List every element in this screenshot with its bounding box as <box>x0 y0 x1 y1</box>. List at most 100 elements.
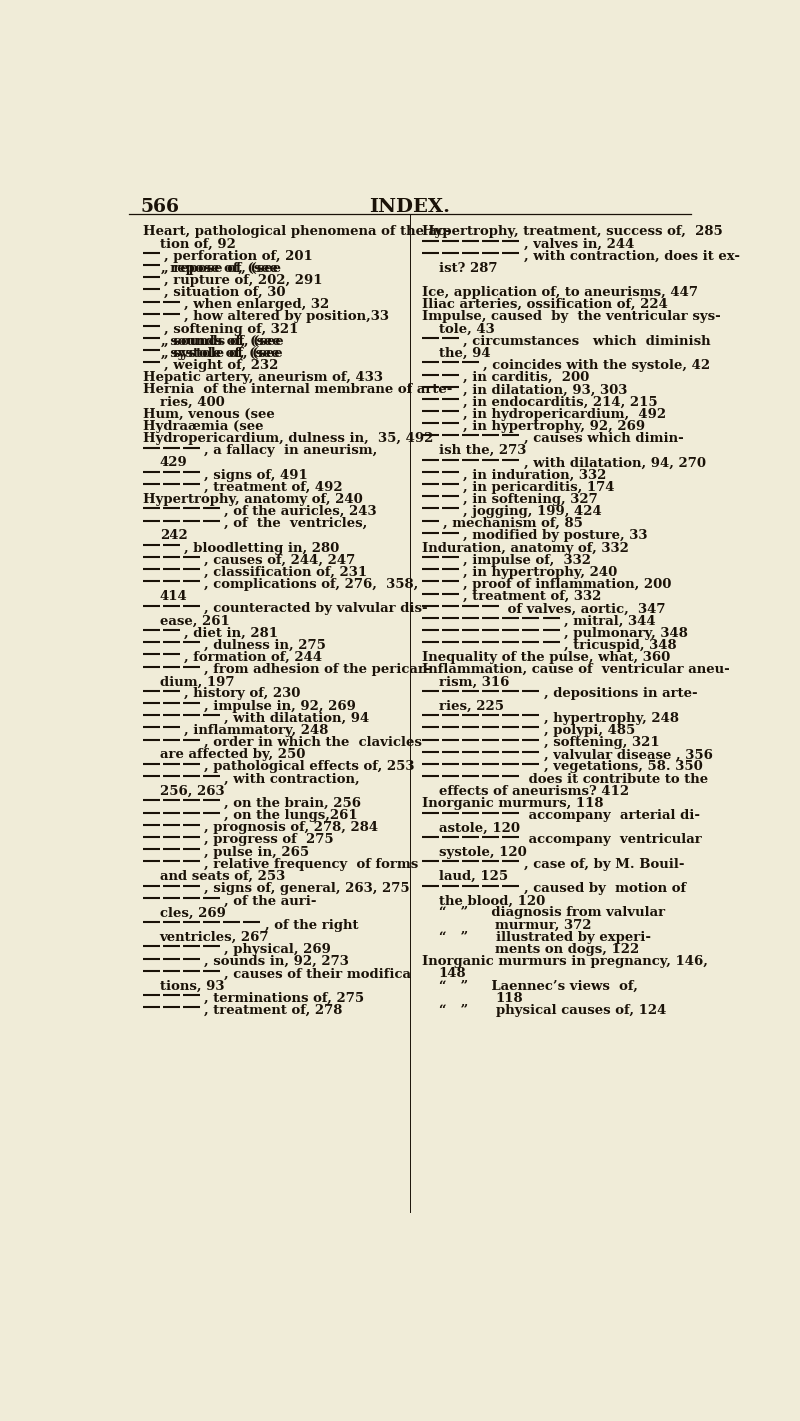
Text: Hepatic artery, aneurism of, 433: Hepatic artery, aneurism of, 433 <box>142 371 382 384</box>
Text: , formation of, 244: , formation of, 244 <box>184 651 322 664</box>
Text: , sounds in, 92, 273: , sounds in, 92, 273 <box>204 955 349 968</box>
Text: , caused by  motion of: , caused by motion of <box>523 882 686 895</box>
Text: , in hypertrophy, 240: , in hypertrophy, 240 <box>463 566 618 578</box>
Text: , how altered by position,33: , how altered by position,33 <box>184 310 389 324</box>
Text: ments on dogs, 122: ments on dogs, 122 <box>495 944 639 956</box>
Text: , complications of, 276,  358,: , complications of, 276, 358, <box>204 578 418 591</box>
Text: Inorganic murmurs, 118: Inorganic murmurs, 118 <box>422 797 603 810</box>
Text: “   ”     Laennec’s views  of,: “ ” Laennec’s views of, <box>438 979 638 992</box>
Text: Ice, application of, to aneurisms, 447: Ice, application of, to aneurisms, 447 <box>422 286 698 298</box>
Text: , repose of, (see: , repose of, (see <box>164 261 286 274</box>
Text: , order in which the  clavicles: , order in which the clavicles <box>204 736 422 749</box>
Text: tion of, 92: tion of, 92 <box>160 237 235 250</box>
Text: , systole of, (see: , systole of, (see <box>164 347 287 360</box>
Text: Hernia  of the internal membrane of arte-: Hernia of the internal membrane of arte- <box>142 384 452 396</box>
Text: , with dilatation, 94: , with dilatation, 94 <box>224 712 370 725</box>
Text: , in carditis,  200: , in carditis, 200 <box>463 371 590 384</box>
Text: 414: 414 <box>160 590 187 603</box>
Text: , of the right: , of the right <box>265 918 358 932</box>
Text: Inflammation, cause of  ventricular aneu-: Inflammation, cause of ventricular aneu- <box>422 664 730 676</box>
Text: the blood, 120: the blood, 120 <box>438 894 545 908</box>
Text: , systole of, (see: , systole of, (see <box>161 347 284 360</box>
Text: , dulness in, 275: , dulness in, 275 <box>204 639 326 652</box>
Text: 242: 242 <box>160 530 187 543</box>
Text: , tricuspid, 348: , tricuspid, 348 <box>564 639 677 652</box>
Text: Impulse, caused  by  the ventricular sys-: Impulse, caused by the ventricular sys- <box>422 310 720 324</box>
Text: , case of, by M. Bouil-: , case of, by M. Bouil- <box>523 858 684 871</box>
Text: , counteracted by valvular dis-: , counteracted by valvular dis- <box>204 603 428 615</box>
Text: Hum, venous (see: Hum, venous (see <box>142 408 279 421</box>
Text: , in hypertrophy, 92, 269: , in hypertrophy, 92, 269 <box>463 419 646 433</box>
Text: , signs of, general, 263, 275: , signs of, general, 263, 275 <box>204 882 410 895</box>
Text: Hypertrophy, anatomy of, 240: Hypertrophy, anatomy of, 240 <box>142 493 362 506</box>
Text: , depositions in arte-: , depositions in arte- <box>544 688 698 701</box>
Text: , treatment of, 492: , treatment of, 492 <box>204 480 343 493</box>
Text: , sounds of, (see: , sounds of, (see <box>164 335 288 348</box>
Text: , prognosis of, 278, 284: , prognosis of, 278, 284 <box>204 821 378 834</box>
Text: , in endocarditis, 214, 215: , in endocarditis, 214, 215 <box>463 395 658 408</box>
Text: , valves in, 244: , valves in, 244 <box>523 237 634 250</box>
Text: , mechanism of, 85: , mechanism of, 85 <box>443 517 583 530</box>
Text: , of the auricles, 243: , of the auricles, 243 <box>224 504 377 519</box>
Text: systole, 120: systole, 120 <box>438 845 526 858</box>
Text: , rupture of, 202, 291: , rupture of, 202, 291 <box>164 274 322 287</box>
Text: , in dilatation, 93, 303: , in dilatation, 93, 303 <box>463 384 627 396</box>
Text: accompany  ventricular: accompany ventricular <box>523 834 702 847</box>
Text: , bloodletting in, 280: , bloodletting in, 280 <box>184 541 339 554</box>
Text: , impulse of,  332: , impulse of, 332 <box>463 554 591 567</box>
Text: Inorganic murmurs in pregnancy, 146,: Inorganic murmurs in pregnancy, 146, <box>422 955 707 968</box>
Text: and seats of, 253: and seats of, 253 <box>160 870 285 882</box>
Text: “   ”      illustrated by experi-: “ ” illustrated by experi- <box>438 931 650 944</box>
Text: , hypertrophy, 248: , hypertrophy, 248 <box>544 712 678 725</box>
Text: , vegetations, 58. 350: , vegetations, 58. 350 <box>544 760 702 773</box>
Text: Iliac arteries, ossification of, 224: Iliac arteries, ossification of, 224 <box>422 298 667 311</box>
Text: , pulmonary, 348: , pulmonary, 348 <box>564 627 688 639</box>
Text: 256, 263: 256, 263 <box>160 784 224 797</box>
Text: , pulse in, 265: , pulse in, 265 <box>204 845 310 858</box>
Text: “   ”      physical causes of, 124: “ ” physical causes of, 124 <box>438 1003 666 1017</box>
Text: , of the auri-: , of the auri- <box>224 894 317 908</box>
Text: , in pericarditis, 174: , in pericarditis, 174 <box>463 480 614 493</box>
Text: effects of aneurisms? 412: effects of aneurisms? 412 <box>438 784 629 797</box>
Text: , in softening, 327: , in softening, 327 <box>463 493 598 506</box>
Text: Induration, anatomy of, 332: Induration, anatomy of, 332 <box>422 541 629 554</box>
Text: , valvular disease , 356: , valvular disease , 356 <box>544 749 713 762</box>
Text: Inequality of the pulse, what, 360: Inequality of the pulse, what, 360 <box>422 651 670 664</box>
Text: of valves, aortic,  347: of valves, aortic, 347 <box>503 603 666 615</box>
Text: dium, 197: dium, 197 <box>160 675 234 688</box>
Text: 429: 429 <box>160 456 187 469</box>
Text: murmur, 372: murmur, 372 <box>495 918 592 932</box>
Text: does it contribute to the: does it contribute to the <box>523 773 708 786</box>
Text: , causes of, 244, 247: , causes of, 244, 247 <box>204 554 355 567</box>
Text: rism, 316: rism, 316 <box>438 675 509 688</box>
Text: , causes of their modifica: , causes of their modifica <box>224 968 411 980</box>
Text: cles, 269: cles, 269 <box>160 907 226 919</box>
Text: , perforation of, 201: , perforation of, 201 <box>164 250 313 263</box>
Text: , treatment of, 278: , treatment of, 278 <box>204 1003 342 1017</box>
Text: , pathological effects of, 253: , pathological effects of, 253 <box>204 760 414 773</box>
Text: , diet in, 281: , diet in, 281 <box>184 627 278 639</box>
Text: , physical, 269: , physical, 269 <box>224 944 331 956</box>
Text: ist? 287: ist? 287 <box>438 261 497 274</box>
Text: , classification of, 231: , classification of, 231 <box>204 566 367 578</box>
Text: , in induration, 332: , in induration, 332 <box>463 469 606 482</box>
Text: , situation of, 30: , situation of, 30 <box>164 286 286 298</box>
Text: the, 94: the, 94 <box>438 347 490 360</box>
Text: , polypi, 485: , polypi, 485 <box>544 723 635 737</box>
Text: 566: 566 <box>140 199 179 216</box>
Text: , progress of  275: , progress of 275 <box>204 834 334 847</box>
Text: , a fallacy  in aneurism,: , a fallacy in aneurism, <box>204 445 378 458</box>
Text: , weight of, 232: , weight of, 232 <box>164 360 278 372</box>
Text: astole, 120: astole, 120 <box>438 821 520 834</box>
Text: INDEX.: INDEX. <box>370 199 450 216</box>
Text: , from adhesion of the pericar-: , from adhesion of the pericar- <box>204 664 430 676</box>
Text: , softening, 321: , softening, 321 <box>544 736 659 749</box>
Text: , with contraction, does it ex-: , with contraction, does it ex- <box>523 250 739 263</box>
Text: , softening of, 321: , softening of, 321 <box>164 323 298 335</box>
Text: , with contraction,: , with contraction, <box>224 773 360 786</box>
Text: Hydropericardium, dulness in,  35, 492: Hydropericardium, dulness in, 35, 492 <box>142 432 433 445</box>
Text: , signs of, 491: , signs of, 491 <box>204 469 308 482</box>
Text: , history of, 230: , history of, 230 <box>184 688 301 701</box>
Text: , on the lungs,261: , on the lungs,261 <box>224 809 358 823</box>
Text: ish the, 273: ish the, 273 <box>438 445 526 458</box>
